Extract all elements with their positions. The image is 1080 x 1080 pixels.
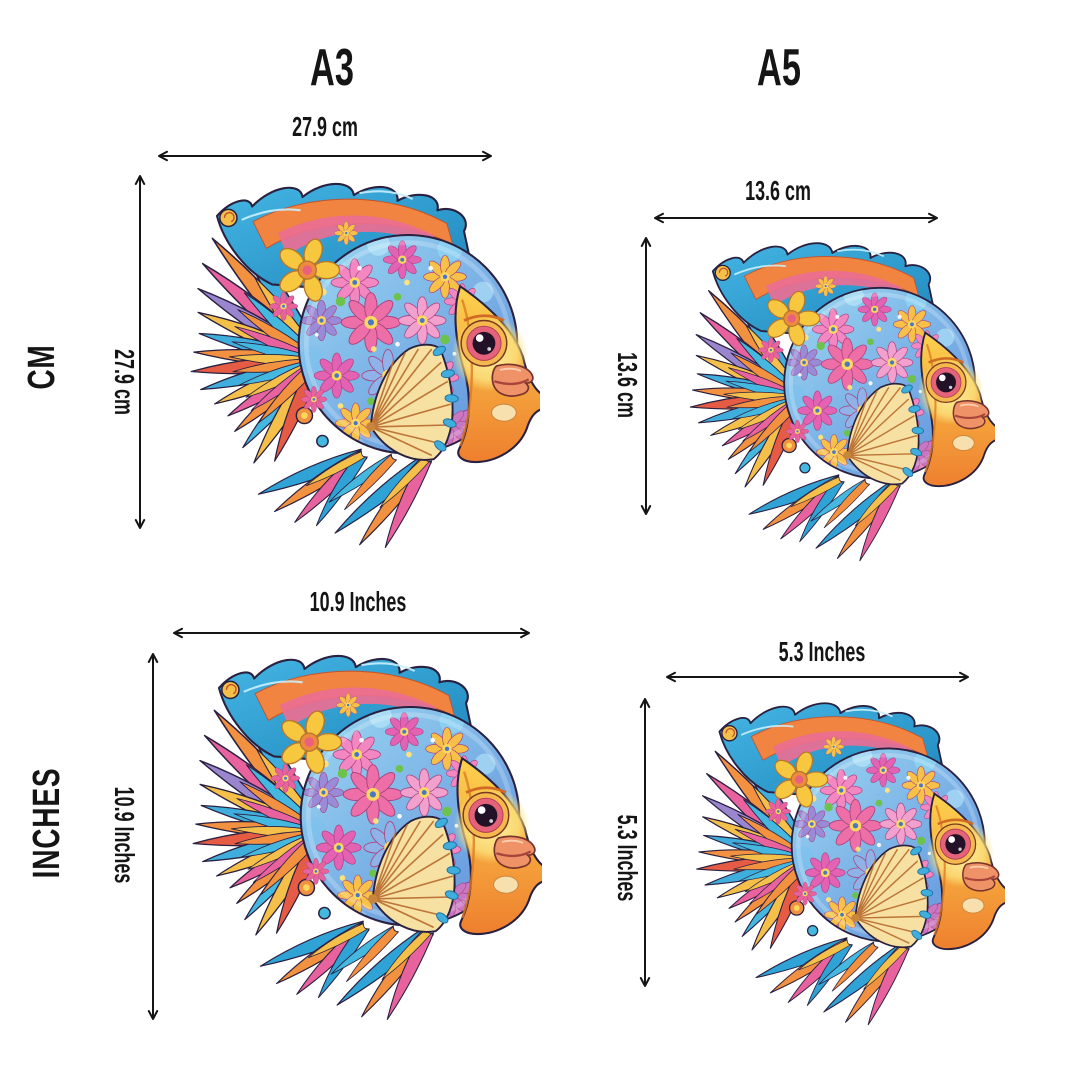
- width-dimension-label: 27.9 cm: [292, 111, 358, 142]
- width-dimension-label: 10.9 Inches: [309, 586, 407, 617]
- width-dimension-label: 5.3 Inches: [778, 636, 866, 667]
- fish-puzzle-illustration: [658, 238, 1000, 570]
- row-header-cm: CM: [21, 344, 63, 390]
- width-dimension-arrow: [158, 150, 492, 162]
- height-dimension-label: 27.9 cm: [109, 349, 140, 415]
- width-dimension-arrow: [666, 671, 969, 683]
- height-dimension-arrow: [147, 653, 159, 1020]
- column-header-a5: A5: [757, 39, 801, 97]
- height-dimension-label: 5.3 Inches: [612, 814, 643, 902]
- width-dimension-arrow: [654, 212, 938, 224]
- height-dimension-arrow: [639, 698, 651, 987]
- fish-puzzle-illustration: [666, 698, 1008, 1034]
- height-dimension-arrow: [134, 175, 146, 529]
- width-dimension-arrow: [173, 627, 530, 639]
- width-dimension-label: 13.6 cm: [745, 175, 811, 206]
- height-dimension-label: 13.6 cm: [612, 352, 643, 418]
- height-dimension-label: 10.9 Inches: [109, 786, 140, 884]
- fish-puzzle-illustration: [162, 650, 542, 1030]
- height-dimension-arrow: [640, 237, 652, 515]
- column-header-a3: A3: [310, 39, 354, 97]
- row-header-inches: INCHES: [26, 767, 68, 879]
- fish-puzzle-illustration: [160, 178, 540, 558]
